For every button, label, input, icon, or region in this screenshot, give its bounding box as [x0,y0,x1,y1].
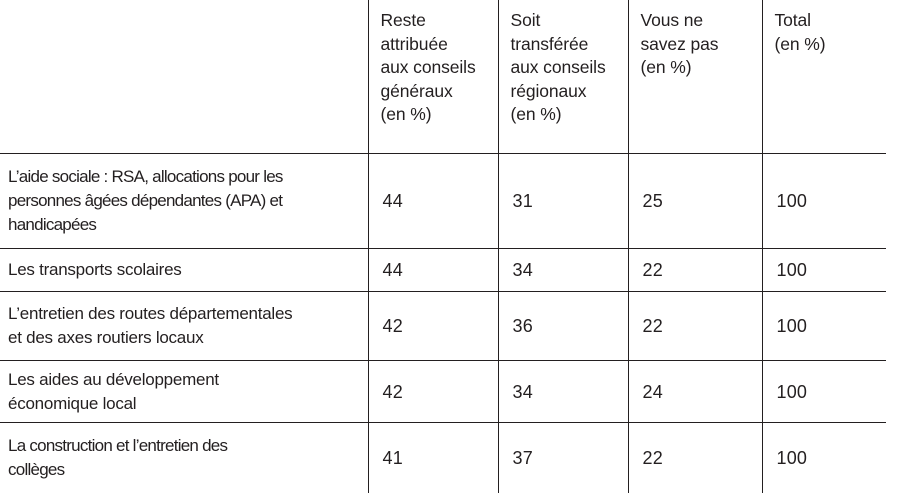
cell-total: 100 [761,360,886,423]
cell-value: 100 [776,191,808,211]
row-label-cell: L’entretien des routes départementales e… [0,291,368,361]
cell-value: 42 [382,381,403,402]
table-row: La construction et l’entretien des collè… [0,422,886,494]
row-label-line: Les transports scolaires [8,260,182,279]
header-text-ne-sait-pas: Vous ne savez pas (en %) [629,0,762,80]
cell-value: 42 [382,316,403,336]
row-label-cell: Les transports scolaires [0,248,368,292]
cell-value: 24 [642,381,663,402]
header-line: transférée [510,33,589,54]
cell-total: 100 [761,248,886,292]
header-line: aux conseils [380,57,476,77]
table-row: L’aide sociale : RSA, allocations pour l… [0,153,886,249]
row-label-line: La construction et l’entretien des [8,436,228,455]
cell-conseils-regionaux: 36 [497,291,628,361]
row-label-line: collèges [8,460,65,479]
header-line: (en %) [640,57,692,77]
header-cell-conseils-generaux: Reste attribuée aux conseils généraux (e… [367,0,498,154]
header-cell-conseils-regionaux: Soit transférée aux conseils régionaux (… [497,0,628,154]
cell-conseils-generaux: 44 [367,248,498,292]
cell-value: 100 [776,316,808,336]
cell-total: 100 [761,291,886,361]
cell-value: 22 [642,316,663,336]
table-header-row: Reste attribuée aux conseils généraux (e… [0,0,886,154]
row-label-cell: Les aides au développement économique lo… [0,360,368,423]
header-text-conseils-regionaux: Soit transférée aux conseils régionaux (… [499,0,628,127]
row-label-line: personnes âgées dépendantes (APA) et [8,191,283,210]
header-line: Soit [510,10,541,30]
row-label-line: Les aides au développement [8,369,219,389]
cell-value: 100 [776,260,808,280]
cell-value: 100 [776,381,808,402]
header-cell-total: Total (en %) [761,0,887,154]
row-label-line: économique local [8,393,137,413]
header-line: Total [774,10,812,30]
header-line: savez pas [640,33,719,54]
header-line: généraux [380,80,453,101]
cell-value: 34 [512,381,533,402]
row-label-line: et des axes routiers locaux [8,328,204,347]
cell-conseils-generaux: 41 [367,422,498,493]
header-line: (en %) [774,33,826,54]
cell-conseils-regionaux: 34 [497,360,628,423]
cell-conseils-generaux: 42 [367,360,498,423]
cell-value: 36 [512,316,533,336]
cell-ne-sait-pas: 25 [627,153,762,249]
cell-value: 41 [382,448,403,468]
cell-value: 25 [642,191,663,211]
table-row: L’entretien des routes départementales e… [0,291,886,361]
row-label-line: L’aide sociale : RSA, allocations pour l… [8,167,283,186]
survey-results-table: Reste attribuée aux conseils généraux (e… [0,0,886,493]
cell-conseils-regionaux: 34 [497,248,628,292]
row-label-cell: La construction et l’entretien des collè… [0,423,368,494]
header-line: régionaux [510,80,587,101]
header-cell-ne-sait-pas: Vous ne savez pas (en %) [627,0,762,154]
row-label-line: L’entretien des routes départementales [8,304,293,323]
header-line: aux conseils [510,57,606,77]
cell-conseils-regionaux: 31 [497,153,628,249]
row-label: Les aides au développement économique lo… [0,368,368,416]
row-label: Les transports scolaires [0,258,368,282]
cell-ne-sait-pas: 22 [627,291,762,361]
cell-conseils-regionaux: 37 [497,422,628,493]
header-line: attribuée [380,33,448,54]
header-line: Reste [380,10,426,30]
cell-conseils-generaux: 42 [367,291,498,361]
cell-ne-sait-pas: 22 [627,422,762,493]
header-line: (en %) [380,104,432,124]
cell-value: 34 [512,260,533,280]
cell-total: 100 [761,422,886,493]
header-line: Vous ne [640,10,704,30]
row-label: L’aide sociale : RSA, allocations pour l… [0,165,368,237]
header-text-total: Total (en %) [763,0,887,56]
table-row: Les aides au développement économique lo… [0,360,886,423]
header-text-conseils-generaux: Reste attribuée aux conseils généraux (e… [369,0,498,127]
cell-value: 22 [642,260,663,280]
cell-value: 100 [776,448,808,468]
row-label-line: handicapées [8,215,97,234]
cell-ne-sait-pas: 22 [627,248,762,292]
row-label: La construction et l’entretien des collè… [0,434,368,482]
cell-ne-sait-pas: 24 [627,360,762,423]
row-label-cell: L’aide sociale : RSA, allocations pour l… [0,153,368,249]
header-cell-blank [0,0,368,154]
cell-value: 31 [512,191,533,211]
header-line: (en %) [510,104,562,124]
cell-value: 44 [382,191,403,211]
table-row: Les transports scolaires 44 34 22 100 [0,248,886,292]
cell-total: 100 [761,153,886,249]
row-label: L’entretien des routes départementales e… [0,302,368,350]
cell-conseils-generaux: 44 [367,153,498,249]
cell-value: 22 [642,448,663,468]
cell-value: 44 [382,260,403,280]
cell-value: 37 [512,448,533,468]
